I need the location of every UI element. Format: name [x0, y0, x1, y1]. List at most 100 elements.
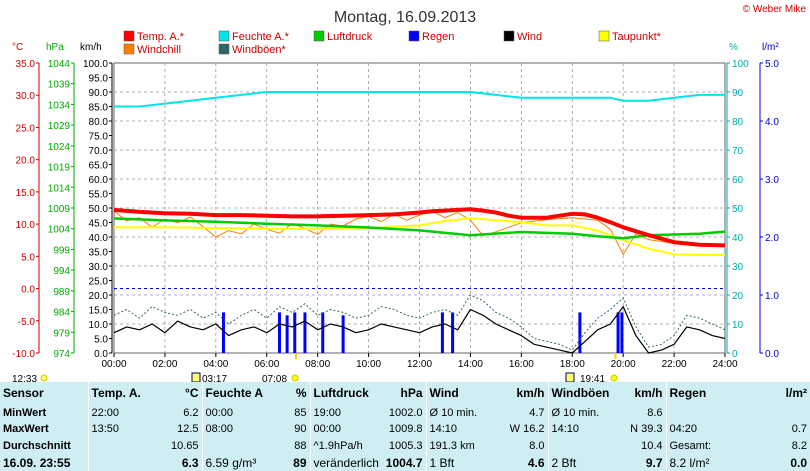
rain-axis-tick-label: 5.0 — [765, 59, 779, 70]
rain-bar — [578, 312, 582, 353]
pressure-axis-tick-label: 1029 — [48, 121, 71, 132]
humidity-unit-label: % — [729, 42, 738, 53]
pressure-axis-tick-label: 974 — [53, 349, 70, 360]
legend-label: Luftdruck — [327, 31, 373, 43]
stats-row-label: MinWert — [3, 406, 47, 419]
x-tick-label: 00:00 — [101, 359, 126, 370]
stats-cell-value — [748, 405, 810, 422]
x-tick-label: 02:00 — [152, 359, 177, 370]
stats-cell-note: Gesamt: — [665, 437, 748, 455]
stats-cell-note: 22:00 — [87, 404, 144, 422]
stats-header-unit-3: hPa — [400, 386, 423, 401]
x-tick-label: 10:00 — [356, 359, 381, 370]
rain-bar — [616, 312, 620, 353]
stats-cell-note: 191.3 km — [425, 437, 488, 455]
stats-cell-value: 1004.7 — [385, 455, 423, 470]
wind-axis-tick-label: 65.0 — [89, 161, 109, 172]
stats-cell-note: 6.59 g/m³ — [201, 454, 264, 471]
legend-label: Windchill — [137, 44, 181, 56]
stats-cell-note: 00:00 — [309, 421, 382, 438]
sunset-icon — [610, 374, 618, 382]
x-tick-label: 04:00 — [203, 359, 228, 370]
humidity-axis-tick-label: 80 — [732, 117, 744, 128]
legend-swatch — [123, 43, 135, 55]
legend-label: Windböen* — [232, 44, 287, 56]
stats-header-unit-1: °C — [185, 386, 199, 401]
temp-axis-tick-label: 35.0 — [16, 59, 36, 70]
stats-cell-value: 9.7 — [645, 455, 663, 470]
series-line-windchill — [113, 210, 726, 255]
humidity-axis-tick-label: 30 — [732, 262, 744, 273]
stats-cell-value: 88 — [294, 440, 307, 453]
rain-bar — [620, 312, 624, 353]
humidity-axis-tick-label: 40 — [732, 233, 744, 244]
stats-header-3: Luftdruck — [309, 382, 382, 405]
wind-unit-label: km/h — [80, 42, 102, 53]
rain-bar — [440, 312, 444, 353]
rain-bar — [303, 312, 307, 353]
stats-cell-note: 14:10 — [547, 421, 610, 438]
stats-cell-note: 8.2 l/m² — [665, 454, 748, 471]
temp-unit-label: °C — [12, 42, 23, 53]
stats-header-unit-2: % — [295, 386, 307, 401]
stats-cell-value: N 39.3 — [630, 423, 663, 436]
pressure-axis-tick-label: 1024 — [48, 142, 71, 153]
stats-cell-value: 6.3 — [181, 455, 199, 470]
legend-swatch — [218, 43, 230, 55]
wind-axis-tick-label: 90.0 — [89, 88, 109, 99]
legend-label: Wind — [517, 31, 542, 43]
rain-axis-tick-label: 4.0 — [765, 117, 779, 128]
stats-header-unit-4: km/h — [516, 386, 545, 401]
stats-cell-value: 85 — [294, 406, 307, 419]
moon-icon — [40, 374, 48, 382]
stats-cell-note: veränderlich — [309, 454, 382, 471]
stats-header-5: Windböen — [547, 382, 610, 405]
rain-bar — [293, 312, 297, 353]
pressure-axis-tick-label: 984 — [53, 308, 70, 319]
sunset-time: 19:41 — [580, 374, 605, 382]
chart-legend: Temp. A.* Feuchte A.* Luftdruck Regen Wind Ta… — [123, 30, 662, 56]
wind-axis-tick-label: 0.0 — [94, 349, 108, 360]
legend-swatch — [408, 30, 420, 42]
legend-swatch — [598, 30, 610, 42]
stats-cell-value: 10.65 — [170, 440, 199, 453]
x-tick-label: 08:00 — [305, 359, 330, 370]
temp-axis-tick-label: -10.0 — [12, 349, 35, 360]
x-tick-label: 18:00 — [560, 359, 585, 370]
pressure-axis-tick-label: 1004 — [48, 225, 71, 236]
pressure-unit-label: hPa — [46, 42, 64, 53]
humidity-axis-tick-label: 0 — [732, 349, 738, 360]
stats-cell-note: ^1.9hPa/h — [309, 437, 382, 455]
legend-swatch — [313, 30, 325, 42]
stats-cell-value: 8.0 — [529, 440, 545, 453]
pressure-axis-tick-label: 1034 — [48, 100, 71, 111]
stats-table: Sensor Temp. A. °C Feuchte A.% Luftdruck hPa W… — [0, 382, 810, 471]
temp-axis-tick-label: 5.0 — [21, 252, 35, 263]
stats-cell-note: 2 Bft — [547, 454, 610, 471]
x-tick-label: 24:00 — [712, 359, 737, 370]
stats-row: MinWert 22:00 6.2 00:00 85 19:00 1002.0 Ø 10 mi… — [0, 404, 810, 422]
temp-axis-tick-label: 10.0 — [16, 220, 36, 231]
stats-cell-value: 4.7 — [529, 406, 545, 419]
moonrise-time: 03:17 — [202, 374, 227, 382]
stats-cell-value: 8.6 — [647, 406, 663, 419]
series-line-windb-en — [113, 294, 726, 351]
sun-markers: 12:33 03:17 07:08 19:41 — [12, 353, 618, 382]
stats-cell-value: 8.2 — [791, 440, 807, 453]
stats-header-unit-6: l/m² — [785, 386, 807, 401]
legend-label: Feuchte A.* — [232, 31, 290, 43]
stats-cell-note: 13:50 — [87, 421, 144, 438]
rain-bar — [221, 312, 225, 353]
stats-cell-note: 00:00 — [201, 404, 264, 422]
moonset-time: 12:33 — [12, 374, 37, 382]
stats-cell-note — [665, 404, 748, 422]
stats-cell-value: 90 — [294, 423, 307, 436]
rain-bar — [341, 315, 345, 353]
stats-cell-note: 08:00 — [201, 421, 264, 438]
x-tick-label: 14:00 — [458, 359, 483, 370]
stats-header-sensor: Sensor — [3, 386, 44, 401]
rain-bar — [321, 312, 325, 353]
humidity-axis-tick-label: 20 — [732, 291, 744, 302]
series-line-feuchte-a — [114, 91, 725, 108]
temp-axis-tick-label: -5.0 — [18, 317, 36, 328]
